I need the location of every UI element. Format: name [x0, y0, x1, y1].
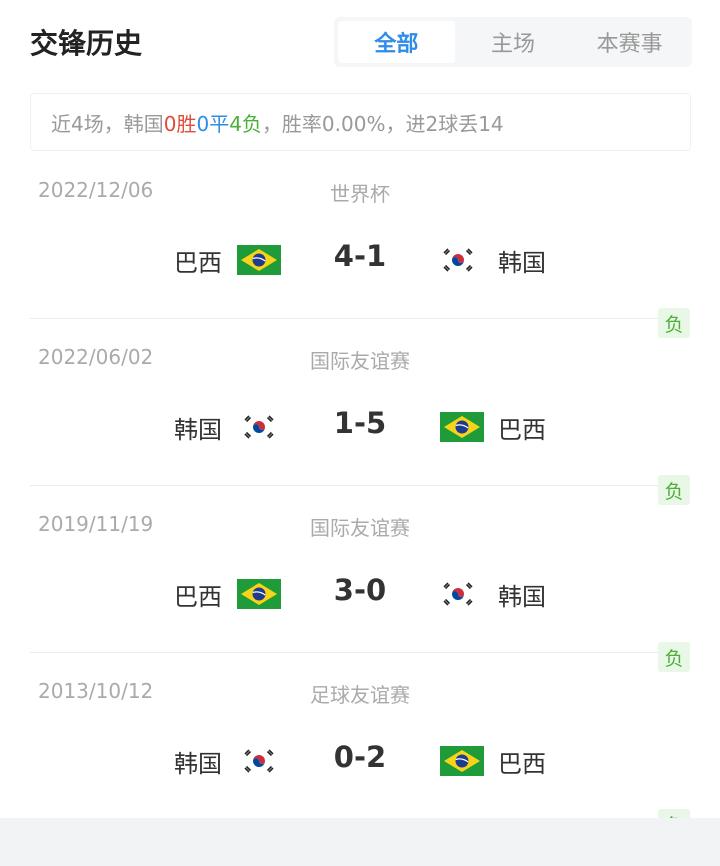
away-team: 巴西 [498, 416, 546, 444]
summary-wins: 0胜 [163, 111, 197, 136]
match-score: 1-5 [333, 406, 387, 440]
summary-prefix: 近4场，韩国 [51, 111, 164, 136]
match-row[interactable]: 2022/12/06 世界杯 巴西 4-1 韩国 负 [0, 167, 720, 338]
match-competition: 国际友谊赛 [310, 516, 410, 540]
summary-draws: 0平 [196, 111, 230, 136]
korea-flag-icon [241, 746, 277, 780]
match-competition: 世界杯 [330, 182, 390, 206]
match-date: 2013/10/12 [38, 679, 154, 703]
away-team: 韩国 [498, 583, 546, 611]
match-score: 0-2 [333, 740, 387, 774]
home-team: 韩国 [174, 416, 222, 444]
page-title: 交锋历史 [30, 27, 143, 60]
home-team: 韩国 [174, 750, 222, 778]
korea-flag-icon [440, 579, 476, 613]
tab-home[interactable]: 主场 [491, 32, 536, 57]
result-badge: 负 [658, 642, 690, 672]
korea-flag-icon [241, 412, 277, 446]
match-competition: 国际友谊赛 [310, 349, 410, 373]
brazil-flag-icon [237, 579, 281, 613]
result-badge: 负 [658, 308, 690, 338]
tab-all[interactable]: 全部 [338, 21, 455, 63]
tab-this-competition[interactable]: 本赛事 [596, 32, 663, 57]
away-team: 韩国 [498, 249, 546, 277]
summary-suffix: ，胜率0.00%，进2球丢14 [261, 111, 504, 136]
row-divider [30, 485, 690, 486]
match-score: 3-0 [333, 573, 387, 607]
summary-bar: 近4场，韩国 0胜 0平 4负 ，胜率0.00%，进2球丢14 [30, 93, 691, 151]
match-score: 4-1 [333, 239, 387, 273]
brazil-flag-icon [237, 245, 281, 279]
result-badge: 负 [658, 475, 690, 505]
match-date: 2022/12/06 [38, 178, 154, 202]
match-competition: 足球友谊赛 [310, 683, 410, 707]
brazil-flag-icon [440, 412, 484, 446]
filter-tabs: 全部 主场 本赛事 [334, 17, 692, 67]
korea-flag-icon [440, 245, 476, 279]
bottom-band [0, 818, 720, 866]
match-row[interactable]: 2019/11/19 国际友谊赛 巴西 3-0 韩国 负 [0, 501, 720, 672]
home-team: 巴西 [174, 249, 222, 277]
home-team: 巴西 [174, 583, 222, 611]
match-date: 2022/06/02 [38, 345, 154, 369]
match-row[interactable]: 2013/10/12 足球友谊赛 韩国 0-2 巴西 负 [0, 668, 720, 839]
match-date: 2019/11/19 [38, 512, 154, 536]
match-row[interactable]: 2022/06/02 国际友谊赛 韩国 1-5 巴西 负 [0, 334, 720, 505]
row-divider [30, 318, 690, 319]
away-team: 巴西 [498, 750, 546, 778]
summary-losses: 4负 [229, 111, 262, 136]
row-divider [30, 652, 690, 653]
brazil-flag-icon [440, 746, 484, 780]
